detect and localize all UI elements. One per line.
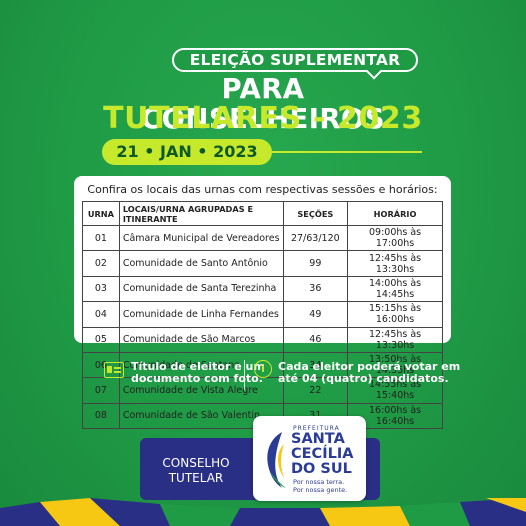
info-right-line-2: até 04 (quatro) candidatos.: [278, 372, 449, 385]
table-row: 03 Comunidade de Santa Terezinha 36 14:0…: [82, 275, 443, 303]
date-underline: [272, 151, 422, 153]
col-locais: LOCAIS/URNA AGRUPADAS E ITINERANTE: [118, 201, 284, 226]
table-row: 04 Comunidade de Linha Fernandes 49 15:1…: [82, 301, 443, 328]
cell-secoes: 99: [282, 250, 349, 277]
cell-urna: 02: [82, 250, 120, 277]
cell-horario: 14:00hs às 14:45hs: [347, 275, 443, 303]
info-left-line-1: Título de eleitor e um: [131, 360, 265, 373]
conselho-line-2: TUTELAR: [168, 471, 224, 485]
polling-table: URNA LOCAIS/URNA AGRUPADAS E ITINERANTE …: [82, 201, 443, 430]
cell-local: Câmara Municipal de Vereadores: [118, 224, 284, 252]
table-row: 07 Comunidade de Vista Alegre 22 14:55hs…: [82, 377, 443, 404]
title-line-2: TUTELARES - 2023: [103, 101, 423, 136]
cell-horario: 12:45hs às 13:30hs: [347, 326, 443, 353]
id-card-icon: [104, 362, 124, 378]
col-urna: URNA: [82, 201, 120, 226]
table-header-row: URNA LOCAIS/URNA AGRUPADAS E ITINERANTE …: [82, 201, 443, 226]
table-row: 08 Comunidade de São Valentin 31 16:00hs…: [82, 402, 443, 430]
cell-local: Comunidade de Linha Fernandes: [118, 301, 284, 328]
date-badge: 21 • JAN • 2023: [102, 139, 272, 165]
info-right: Cada eleitor poderá votar em até 04 (qua…: [278, 361, 460, 385]
prefeitura-logo: PREFEITURA SANTA CECÍLIA DO SUL Por noss…: [253, 416, 366, 501]
info-left-line-2: documento com foto.: [131, 372, 263, 385]
cell-urna: 08: [82, 402, 120, 430]
conselho-line-1: CONSELHO: [162, 456, 230, 470]
cell-local: Comunidade de Santo Antônio: [118, 250, 284, 277]
cell-horario: 13:50hs às 14:35hs: [347, 351, 443, 379]
cell-secoes: 27/63/120: [282, 224, 349, 252]
logo-prefeitura: PREFEITURA: [293, 425, 340, 432]
cell-secoes: 36: [282, 275, 349, 303]
cell-urna: 03: [82, 275, 120, 303]
cell-horario: 14:55hs às 15:40hs: [347, 377, 443, 404]
logo-line-3: DO SUL: [291, 461, 352, 477]
cell-secoes: 34: [282, 351, 349, 379]
info-icon: i: [254, 360, 272, 378]
election-pill: ELEIÇÃO SUPLEMENTAR: [172, 48, 418, 72]
polling-table-card: Confira os locais das urnas com respecti…: [74, 176, 451, 430]
info-divider: [244, 360, 245, 390]
cell-local: Comunidade de São Valentin: [118, 402, 284, 430]
table-row: 02 Comunidade de Santo Antônio 99 12:45h…: [82, 250, 443, 277]
cell-horario: 12:45hs às 13:30hs: [347, 250, 443, 277]
cell-local: Comunidade de Santa Terezinha: [118, 275, 284, 303]
cell-secoes: 46: [282, 326, 349, 353]
logo-emblem-icon: [267, 432, 286, 488]
cell-secoes: 49: [282, 301, 349, 328]
title-line-1: PARA CONSELHEIROS: [141, 73, 385, 135]
logo-line-1: SANTA: [291, 431, 345, 447]
logo-slogan-2: Por nossa gente.: [293, 486, 348, 494]
cell-horario: 15:15hs às 16:00hs: [347, 301, 443, 328]
table-caption: Confira os locais das urnas com respecti…: [87, 183, 438, 196]
cell-urna: 07: [82, 377, 120, 404]
bottom-stripes: [0, 498, 526, 526]
col-horario: HORÁRIO: [347, 201, 443, 226]
conselho-tutelar-label: CONSELHO TUTELAR: [140, 456, 252, 486]
table-row: 05 Comunidade de São Marcos 46 12:45hs à…: [82, 326, 443, 353]
logo-line-2: CECÍLIA: [291, 446, 354, 462]
info-right-line-1: Cada eleitor poderá votar em: [278, 360, 461, 373]
logo-slogan-1: Por nossa terra.: [293, 478, 345, 486]
cell-urna: 05: [82, 326, 120, 353]
col-secoes: SEÇÕES: [282, 201, 349, 226]
cell-local: Comunidade de São Marcos: [118, 326, 284, 353]
cell-urna: 04: [82, 301, 120, 328]
cell-horario: 09:00hs às 17:00hs: [347, 224, 443, 252]
cell-urna: 01: [82, 224, 120, 252]
info-left: Título de eleitor e um documento com fot…: [131, 361, 265, 385]
table-row: 01 Câmara Municipal de Vereadores 27/63/…: [82, 224, 443, 252]
